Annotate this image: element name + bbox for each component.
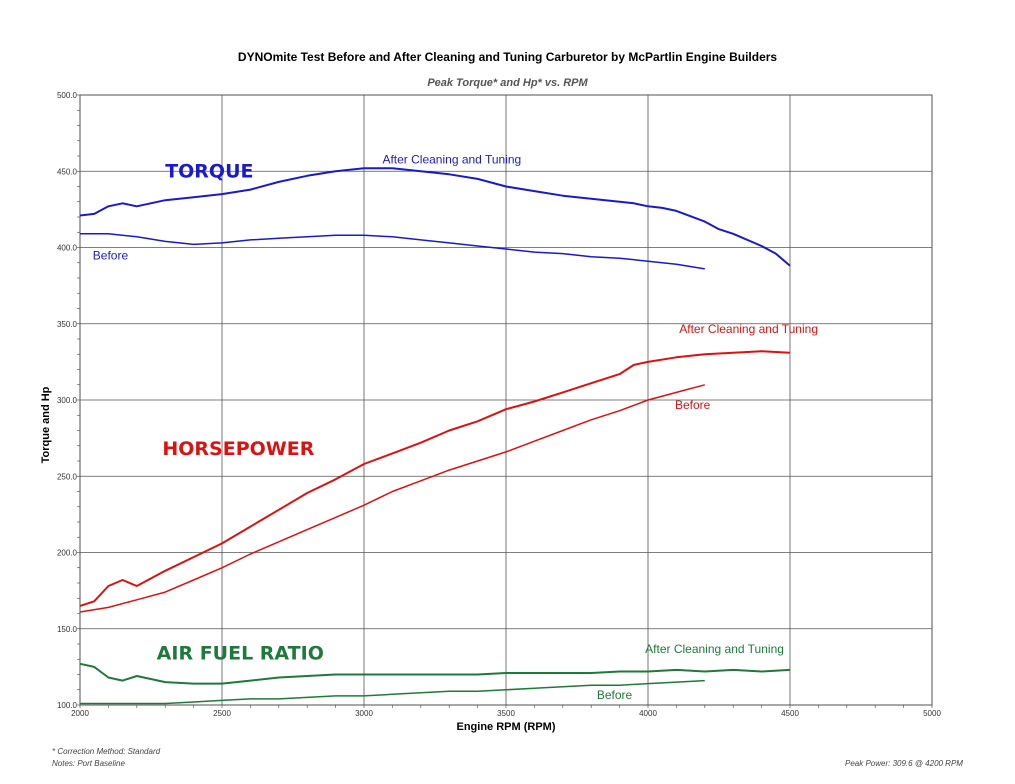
afr-after-cleaning-and-tuning-label: After Cleaning and Tuning [645,642,784,656]
horsepower-group-label: HORSEPOWER [162,438,314,460]
notes-footnote: Notes: Port Baseline [52,759,125,768]
horsepower-after-cleaning-and-tuning-label: After Cleaning and Tuning [679,322,818,336]
x-tick-label: 3500 [497,709,515,718]
afr-group-label: AIR FUEL RATIO [157,642,324,664]
x-tick-label: 4000 [639,709,657,718]
torque-after-cleaning-and-tuning-line [79,167,791,267]
torque-before-line [80,233,705,270]
y-tick-label: 100.0 [57,701,78,710]
horsepower-after-cleaning-and-tuning-line [79,350,791,607]
afr-before-line [80,679,705,705]
x-tick-label: 2000 [71,709,89,718]
chart-title: DYNOmite Test Before and After Cleaning … [237,50,778,64]
y-tick-label: 500.0 [57,91,78,100]
x-axis-title: Engine RPM (RPM) [457,721,556,733]
y-tick-label: 150.0 [57,625,78,634]
afr-after-cleaning-and-tuning-line [79,662,791,685]
torque-group-label: TORQUE [165,160,253,182]
y-axis-title: Torque and Hp [40,386,52,463]
y-tick-label: 250.0 [57,472,78,481]
y-tick-label: 400.0 [57,244,78,253]
afr-before-label: Before [597,688,633,702]
horsepower-before-line [79,384,705,613]
x-tick-label: 2500 [213,709,231,718]
y-tick-label: 200.0 [57,549,78,558]
correction-footnote: * Correction Method: Standard [52,747,161,756]
chart-subtitle: Peak Torque* and Hp* vs. RPM [427,77,588,89]
peak-power-footnote: Peak Power: 309.6 @ 4200 RPM [845,759,963,768]
y-tick-label: 300.0 [57,396,78,405]
x-tick-label: 4500 [781,709,799,718]
x-tick-label: 3000 [355,709,373,718]
torque-after-cleaning-and-tuning-label: After Cleaning and Tuning [382,153,521,167]
torque-before-label: Before [93,249,129,263]
horsepower-before-label: Before [675,398,711,412]
y-tick-label: 350.0 [57,320,78,329]
x-tick-label: 5000 [923,709,941,718]
y-tick-label: 450.0 [57,167,78,176]
